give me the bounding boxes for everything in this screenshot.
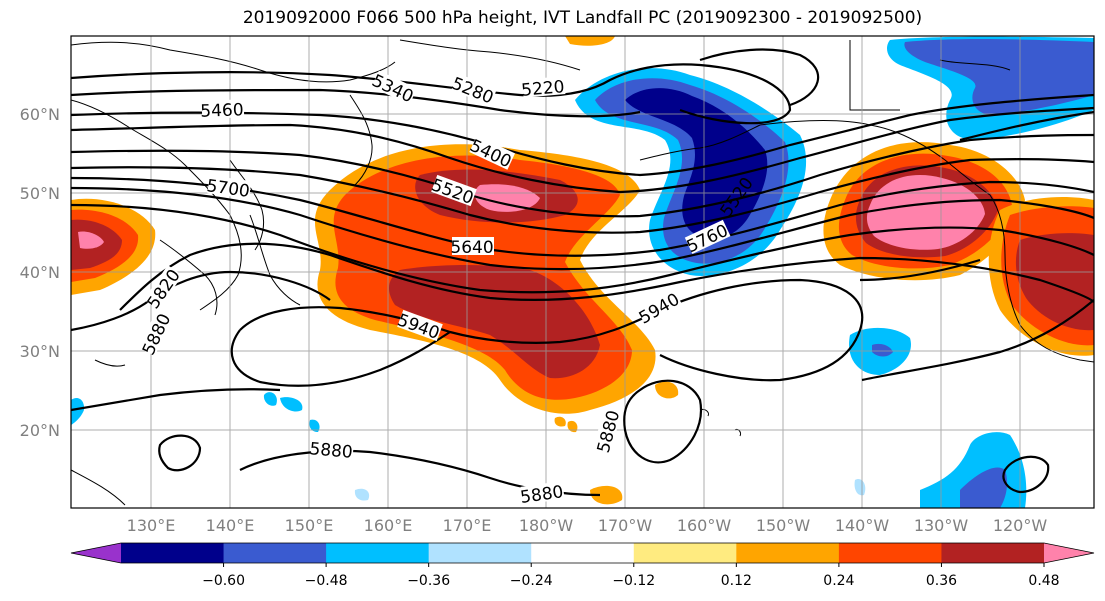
colorbar-tick-label: −0.12 xyxy=(612,573,655,589)
contour-5880-s xyxy=(71,388,281,412)
ivt-positive-uswest-3 xyxy=(1015,233,1094,331)
lon-label-130e: 130°E xyxy=(127,516,176,535)
ivt-positive-small-4 xyxy=(567,420,578,433)
colorbar-tick-label: 0.24 xyxy=(823,573,854,589)
colorbar-outline xyxy=(70,542,1095,564)
lon-label-160w: 160°W xyxy=(677,516,732,535)
lon-label-140e: 140°E xyxy=(206,516,255,535)
colorbar-segment xyxy=(941,543,1045,563)
ivt-negative-hawaii-2 xyxy=(872,343,893,357)
colorbar-tick-label: −0.24 xyxy=(510,573,553,589)
lat-label-50n: 50°N xyxy=(20,184,60,203)
ivt-shading xyxy=(71,36,1094,508)
ivt-positive-small-5 xyxy=(565,36,615,46)
colorbar-tick-label: 0.48 xyxy=(1028,573,1059,589)
contour-5340 xyxy=(71,88,641,118)
contour-5880-loop-a xyxy=(158,434,202,472)
lon-label-140w: 140°W xyxy=(835,516,890,535)
lon-label-170e: 170°E xyxy=(443,516,492,535)
colorbar-tick-label: 0.36 xyxy=(926,573,957,589)
lon-label-180w: 180°W xyxy=(519,516,574,535)
lat-label-60n: 60°N xyxy=(20,105,60,124)
lon-label-150e: 150°E xyxy=(285,516,334,535)
colorbar-extend-low xyxy=(71,543,121,563)
ivt-negative-small-3 xyxy=(71,398,85,425)
colorbar-segment xyxy=(736,543,840,563)
contour-label-5640: 5640 xyxy=(450,238,493,258)
ivt-negative-mexico-2 xyxy=(960,467,1008,508)
ivt-negative-small-5 xyxy=(354,488,370,501)
colorbar-tick-label: −0.36 xyxy=(407,573,450,589)
colorbar: −0.60 −0.48 −0.36 −0.24 −0.12 0.12 0.24 0.36 0.4… xyxy=(70,542,1095,589)
contour-5400 xyxy=(71,93,1094,177)
contour-5880-loop-b xyxy=(623,379,703,464)
colorbar-segment xyxy=(223,543,327,563)
contour-ne-arc xyxy=(699,48,820,107)
colorbar-segment xyxy=(633,543,737,563)
colorbar-segment xyxy=(428,543,532,563)
ivt-negative-small-6 xyxy=(854,479,866,496)
contour-label-5460: 5460 xyxy=(200,100,244,121)
contour-5760 xyxy=(71,203,1094,294)
ivt-positive-small-3 xyxy=(554,416,566,427)
ivt-negative-small-1 xyxy=(263,392,277,406)
ivt-positive-central-3 xyxy=(388,265,600,379)
colorbar-tick-label: 0.12 xyxy=(721,573,752,589)
ivt-positive-small-2 xyxy=(590,485,623,505)
contour-5520 xyxy=(71,133,1094,218)
height-contours xyxy=(71,48,1094,497)
contour-5640 xyxy=(71,176,1094,257)
contour-mid-east xyxy=(859,258,981,282)
lon-label-120w: 120°W xyxy=(993,516,1048,535)
colorbar-segment xyxy=(326,543,430,563)
ivt-positive-small-1 xyxy=(655,381,679,399)
lon-label-130w: 130°W xyxy=(914,516,969,535)
contour-5880-right xyxy=(861,299,1094,382)
colorbar-segment xyxy=(121,543,225,563)
latitude-labels: 60°N 50°N 40°N 30°N 20°N xyxy=(20,105,60,440)
lon-label-150w: 150°W xyxy=(756,516,811,535)
contour-5880-loop-c xyxy=(1002,455,1050,494)
contour-label-5880-south: 5880 xyxy=(309,439,354,463)
contour-5580 xyxy=(71,158,1094,234)
lat-label-30n: 30°N xyxy=(20,342,60,361)
lat-label-20n: 20°N xyxy=(20,421,60,440)
longitude-labels: 130°E 140°E 150°E 160°E 170°E 180°W 170°… xyxy=(127,516,1048,535)
map-title: 2019092000 F066 500 hPa height, IVT Land… xyxy=(242,8,923,28)
contour-5940-loop xyxy=(230,329,451,387)
lon-label-160e: 160°E xyxy=(364,516,413,535)
ivt-negative-small-4 xyxy=(309,419,320,432)
ivt-positive-central-5 xyxy=(474,184,540,212)
contour-top-right xyxy=(959,110,1094,142)
colorbar-tick-label: −0.48 xyxy=(305,573,348,589)
ivt-positive-west-4 xyxy=(78,231,104,249)
lat-label-40n: 40°N xyxy=(20,263,60,282)
ivt-negative-alaska-2 xyxy=(904,39,1094,116)
contour-5820 xyxy=(119,242,1094,311)
contour-5700 xyxy=(71,186,1094,271)
ivt-negative-small-2 xyxy=(280,397,303,412)
map-frame xyxy=(70,35,1095,509)
contour-label-5220: 5220 xyxy=(520,77,565,101)
colorbar-segment xyxy=(838,543,942,563)
colorbar-tick-label: −0.60 xyxy=(202,573,245,589)
contour-5280 xyxy=(71,63,792,125)
lon-label-170w: 170°W xyxy=(598,516,653,535)
colorbar-segment xyxy=(531,543,635,563)
colorbar-extend-high xyxy=(1044,543,1094,563)
contour-5880-w xyxy=(71,270,331,332)
contour-5460 xyxy=(71,106,1094,194)
